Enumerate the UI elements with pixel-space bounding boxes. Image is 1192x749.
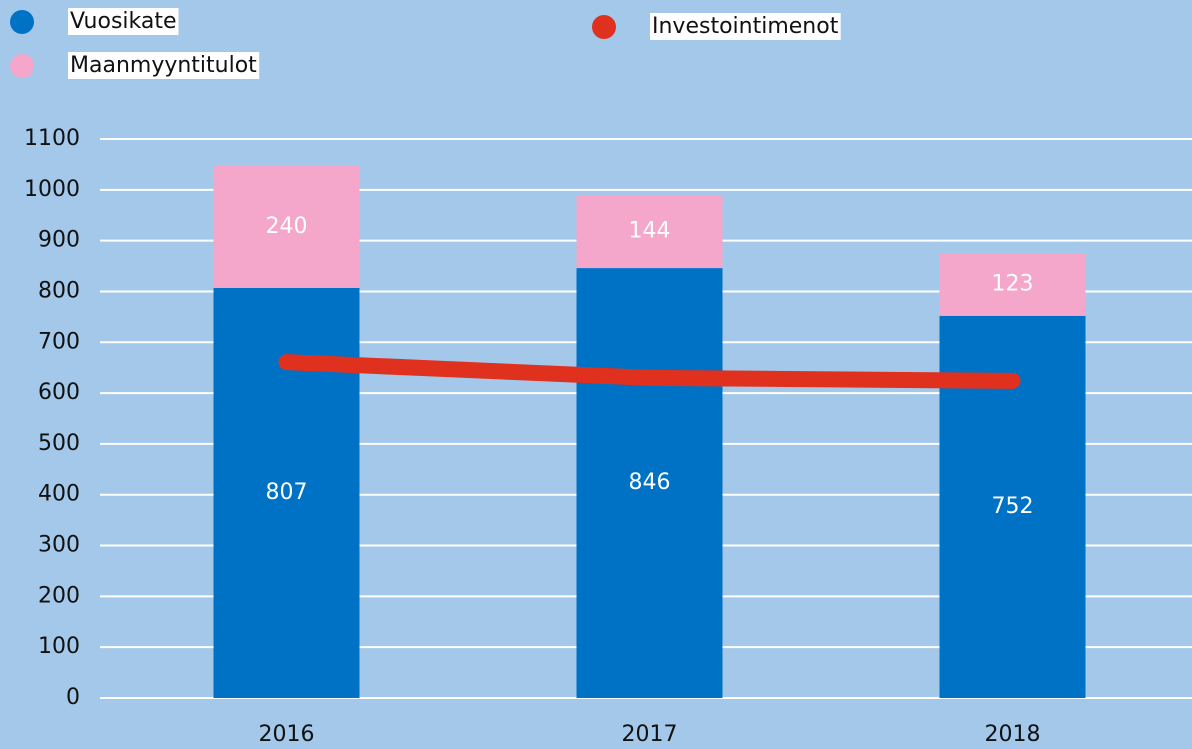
legend-entry: Vuosikate <box>68 8 179 35</box>
data-label: 807 <box>266 480 308 505</box>
legend-marker <box>592 15 616 39</box>
y-tick-label: 1100 <box>24 126 80 151</box>
y-tick-label: 900 <box>38 228 80 253</box>
bar-segment <box>576 268 723 698</box>
y-tick-label: 300 <box>38 533 80 558</box>
legend-label: Maanmyyntitulot <box>70 53 257 78</box>
data-label: 846 <box>629 470 671 495</box>
bar-segment <box>939 253 1086 316</box>
y-tick-label: 600 <box>38 380 80 405</box>
legend-entry: Investointimenot <box>650 13 841 40</box>
legend-label: Investointimenot <box>652 14 839 39</box>
legend-label: Vuosikate <box>70 9 177 34</box>
data-label: 123 <box>992 272 1034 297</box>
legend-label-bg <box>68 52 260 79</box>
legend-marker <box>10 10 34 34</box>
y-tick-label: 200 <box>38 583 80 608</box>
y-tick-label: 1000 <box>24 177 80 202</box>
y-tick-label: 400 <box>38 482 80 507</box>
data-label: 752 <box>992 494 1034 519</box>
bar-segment <box>576 194 723 269</box>
legend-marker <box>10 54 34 78</box>
x-tick-label: 2017 <box>622 722 678 747</box>
y-tick-label: 500 <box>38 431 80 456</box>
legend-label-bg <box>650 13 841 40</box>
data-label: 144 <box>629 218 671 243</box>
y-tick-label: 700 <box>38 329 80 354</box>
bar-segment <box>213 165 360 288</box>
legend-label-bg <box>68 8 179 35</box>
data-label: 240 <box>266 214 308 239</box>
x-tick-label: 2018 <box>985 722 1041 747</box>
y-tick-label: 800 <box>38 278 80 303</box>
y-tick-label: 100 <box>38 634 80 659</box>
x-tick-label: 2016 <box>259 722 315 747</box>
y-tick-label: 0 <box>66 685 80 710</box>
legend-entry: Maanmyyntitulot <box>68 52 260 79</box>
line <box>278 354 1021 389</box>
